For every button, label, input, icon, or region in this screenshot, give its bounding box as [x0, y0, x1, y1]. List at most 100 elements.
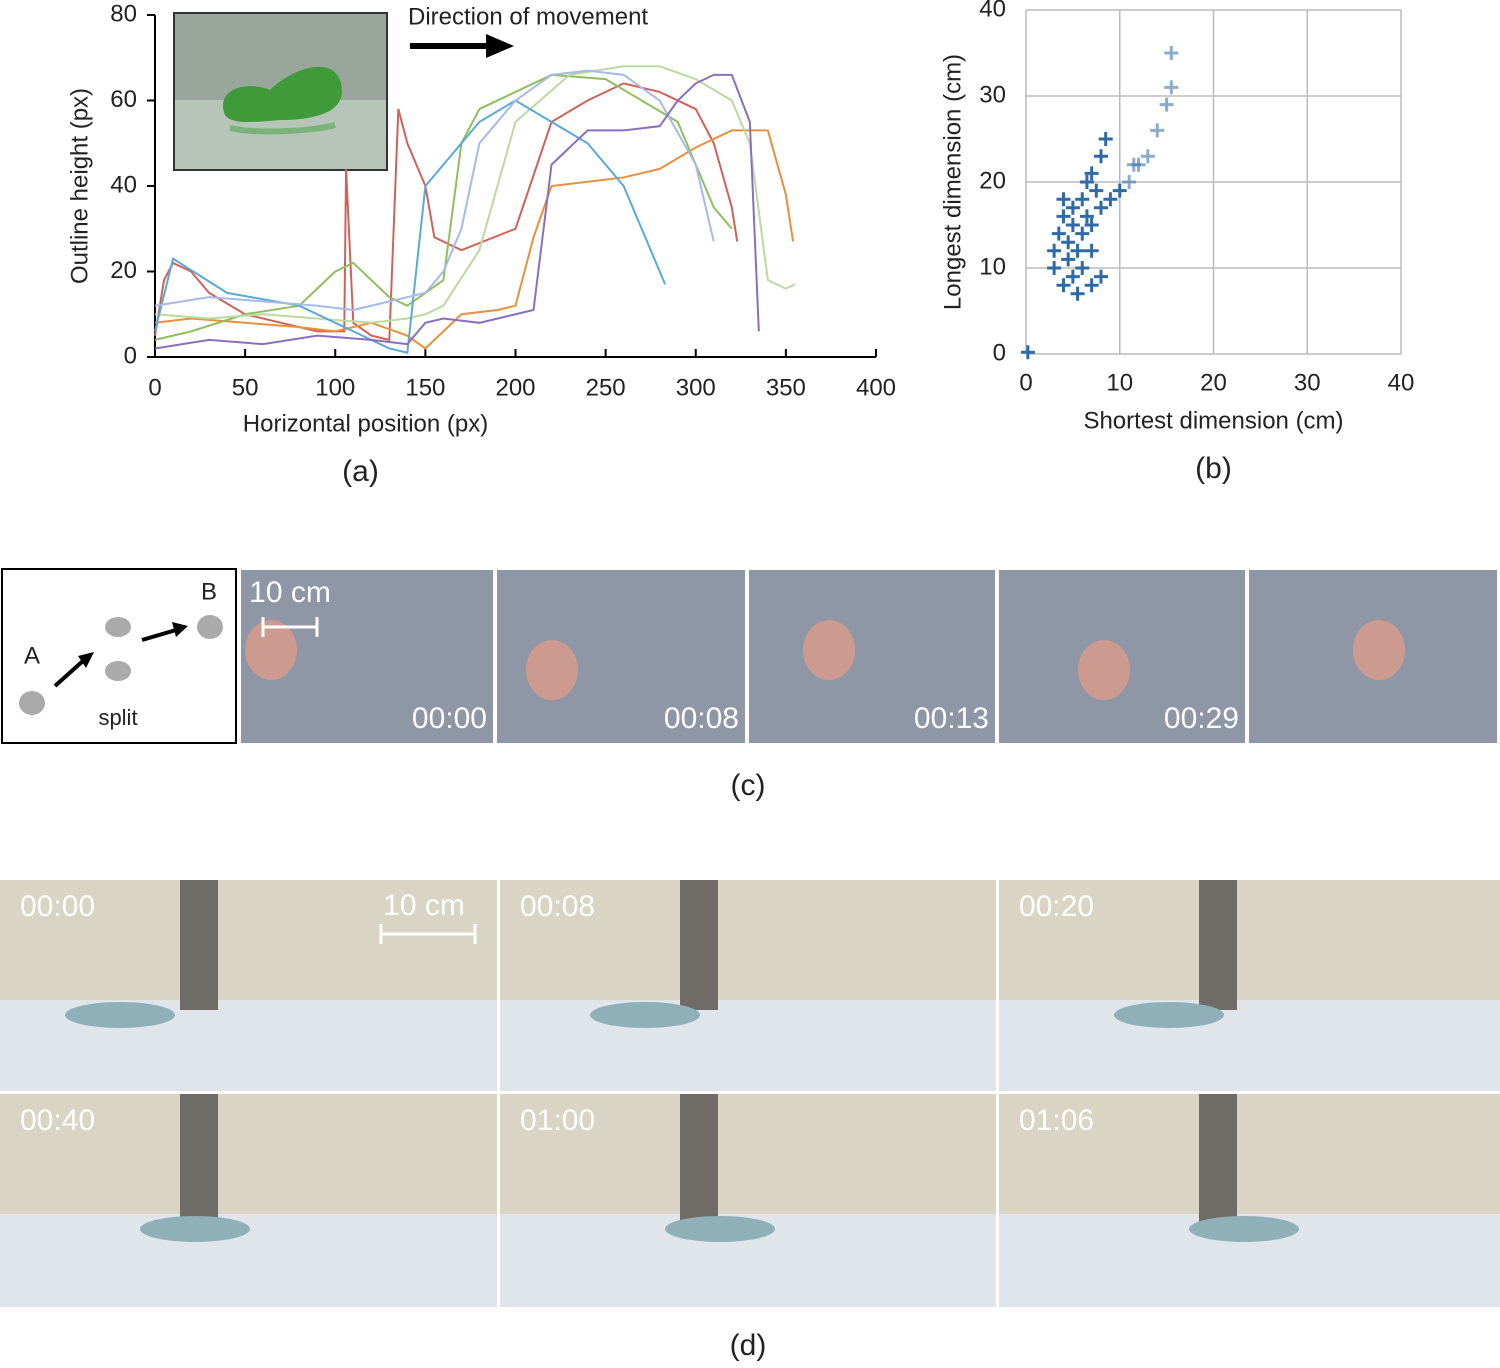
point [1056, 192, 1071, 207]
nails [180, 880, 218, 1010]
diagram-start: A [24, 642, 40, 669]
blob [1189, 1216, 1299, 1242]
scale-label: 10 cm [249, 576, 331, 609]
line [154, 73, 760, 350]
point [1084, 218, 1099, 232]
blob [65, 1002, 175, 1028]
x-tick-label: 200 [495, 374, 535, 401]
point [1061, 235, 1076, 250]
x-tick-label: 50 [232, 374, 259, 401]
timestamp: 00:40 [20, 1104, 95, 1137]
y-tick-label: 10 [979, 253, 1006, 280]
y-tick-label: 0 [124, 342, 137, 369]
blob [526, 640, 578, 700]
point [1084, 278, 1099, 293]
blob [665, 1216, 775, 1242]
y-axis-label: Longest dimension (cm) [939, 54, 966, 310]
timestamp: 00:13 [914, 702, 989, 735]
blob [245, 620, 297, 680]
inset-photo [173, 12, 388, 171]
x-tick-label: 400 [856, 374, 896, 401]
scale-label: 10 cm [383, 889, 465, 922]
point [1047, 261, 1062, 275]
blob [590, 1002, 700, 1028]
x-axis-label: Horizontal position (px) [243, 410, 488, 437]
timestamp: 01:06 [1019, 1104, 1094, 1137]
point [1056, 209, 1071, 224]
photo [749, 570, 995, 743]
point [1079, 175, 1094, 189]
point [1070, 243, 1085, 258]
point [1084, 243, 1099, 258]
point [1065, 218, 1080, 232]
y-tick-label: 20 [110, 257, 137, 284]
split-diagram [1, 568, 237, 744]
point [1140, 149, 1155, 164]
y-axis-label: Outline height (px) [66, 88, 93, 284]
timestamp: 00:20 [1019, 890, 1094, 923]
frames-c [241, 570, 1497, 743]
annotation: Direction of movement [408, 3, 648, 30]
x-tick-label: 0 [148, 374, 161, 401]
point [1164, 46, 1179, 60]
point [1065, 200, 1080, 215]
point [1159, 97, 1174, 112]
point [1164, 80, 1179, 95]
x-tick-label: 150 [405, 374, 445, 401]
blob [1114, 1002, 1224, 1028]
timestamp: 00:08 [520, 890, 595, 923]
caption: (c) [731, 769, 766, 802]
point [1089, 183, 1104, 198]
point [1056, 278, 1071, 293]
x-tick-label: 100 [315, 374, 355, 401]
point [1020, 345, 1035, 360]
point [1131, 157, 1146, 172]
point [1070, 286, 1085, 301]
diagram-label: split [98, 705, 137, 730]
y-tick-label: 0 [993, 339, 1006, 366]
floor [500, 1000, 996, 1091]
nails [680, 1094, 718, 1224]
y-tick-label: 40 [110, 171, 137, 198]
point [1075, 226, 1090, 241]
point [1094, 269, 1108, 284]
point [1150, 123, 1165, 138]
timestamp: 00:00 [20, 890, 95, 923]
timestamp: 01:00 [520, 1104, 595, 1137]
x-tick-label: 300 [676, 374, 716, 401]
x-tick-label: 40 [1388, 369, 1415, 396]
point [1122, 175, 1137, 189]
point [1047, 243, 1062, 258]
point [1112, 183, 1127, 198]
line [154, 129, 795, 350]
frames-d [0, 880, 1500, 1307]
diagram-end: B [201, 578, 217, 605]
line [154, 73, 733, 341]
blob [1353, 620, 1405, 680]
point [1103, 192, 1118, 207]
x-tick-label: 0 [1019, 369, 1032, 396]
nails [1199, 880, 1237, 1010]
y-tick-label: 60 [110, 86, 137, 113]
line [154, 69, 715, 311]
point [1094, 200, 1108, 215]
x-axis-label: Shortest dimension (cm) [1083, 407, 1343, 434]
nails [680, 880, 718, 1010]
x-tick-label: 30 [1294, 369, 1321, 396]
point [1075, 192, 1090, 207]
caption: (d) [730, 1329, 767, 1362]
point [1075, 261, 1090, 275]
point [1084, 166, 1099, 181]
x-tick-label: 250 [586, 374, 626, 401]
floor [999, 1000, 1500, 1091]
point [1079, 209, 1094, 224]
x-tick-label: 350 [766, 374, 806, 401]
direction-arrow [410, 34, 514, 58]
x-tick-label: 20 [1200, 369, 1227, 396]
point [1051, 226, 1066, 241]
y-tick-label: 80 [110, 0, 137, 27]
caption: (b) [1195, 452, 1232, 485]
blob [803, 620, 855, 680]
x-tick-label: 10 [1106, 369, 1133, 396]
